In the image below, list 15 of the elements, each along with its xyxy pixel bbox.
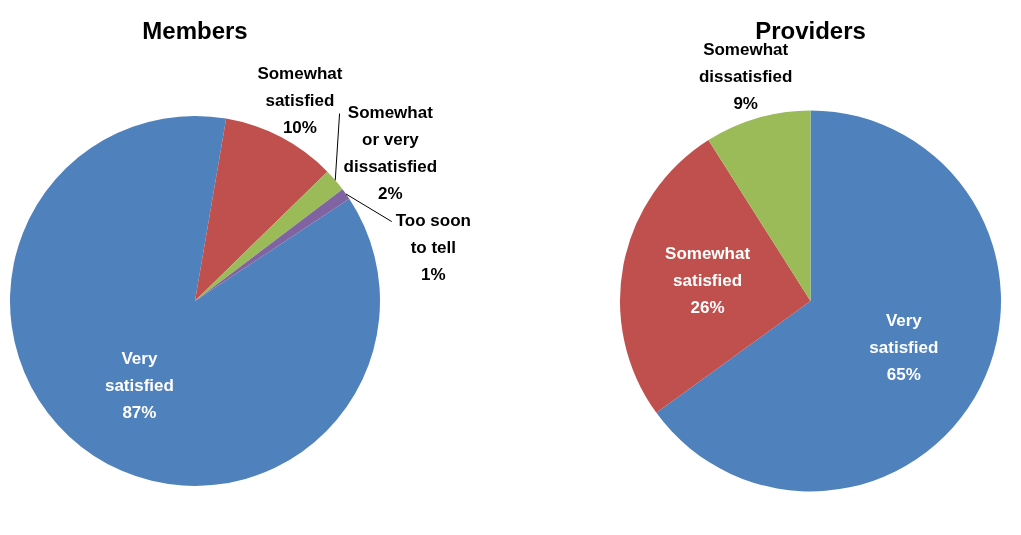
data-label: 9% <box>733 94 758 114</box>
slice-label: Too soon to tell <box>395 211 471 258</box>
data-label: 1% <box>421 265 446 285</box>
data-label: 26% <box>690 297 725 317</box>
data-label: 87% <box>122 402 157 422</box>
slice-label: Somewhat satisfied <box>257 63 343 110</box>
slice-label: Very satisfied <box>869 311 939 358</box>
slice-label: Somewhat dissatisfied <box>698 40 793 87</box>
slice-label: Very satisfied <box>104 348 174 395</box>
slice-label: Somewhat or very dissatisfied <box>343 103 438 177</box>
slice-label: Somewhat satisfied <box>665 243 751 290</box>
data-label: 10% <box>282 117 317 137</box>
data-label: 65% <box>886 365 921 385</box>
data-label: 2% <box>378 184 403 204</box>
chart-title: Members <box>142 17 248 45</box>
